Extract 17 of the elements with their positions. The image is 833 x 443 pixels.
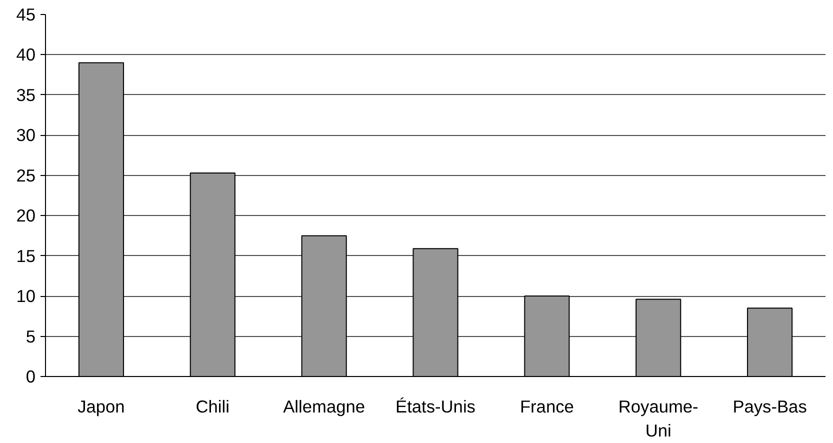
y-tick-label: 15	[16, 246, 36, 266]
x-tick-label: États-Unis	[396, 396, 476, 416]
y-tick-label: 35	[16, 84, 36, 105]
y-tick-label: 5	[26, 326, 36, 346]
y-tick-label: 40	[16, 44, 36, 65]
x-tick-label: Allemagne	[283, 396, 366, 416]
y-tick-label: 30	[16, 125, 36, 146]
x-tick-label: France	[520, 396, 574, 416]
y-tick-label: 25	[16, 165, 36, 186]
y-tick-label: 20	[16, 206, 36, 226]
y-tick-label: 0	[26, 366, 36, 386]
x-tick-label: Japon	[78, 396, 125, 416]
y-tick-label: 45	[16, 4, 36, 24]
y-tick-label: 10	[16, 286, 36, 306]
x-tick-label: Royaume-Uni	[618, 396, 698, 440]
x-tick-label: Pays-Bas	[732, 396, 808, 416]
x-tick-label: Chili	[196, 396, 230, 416]
